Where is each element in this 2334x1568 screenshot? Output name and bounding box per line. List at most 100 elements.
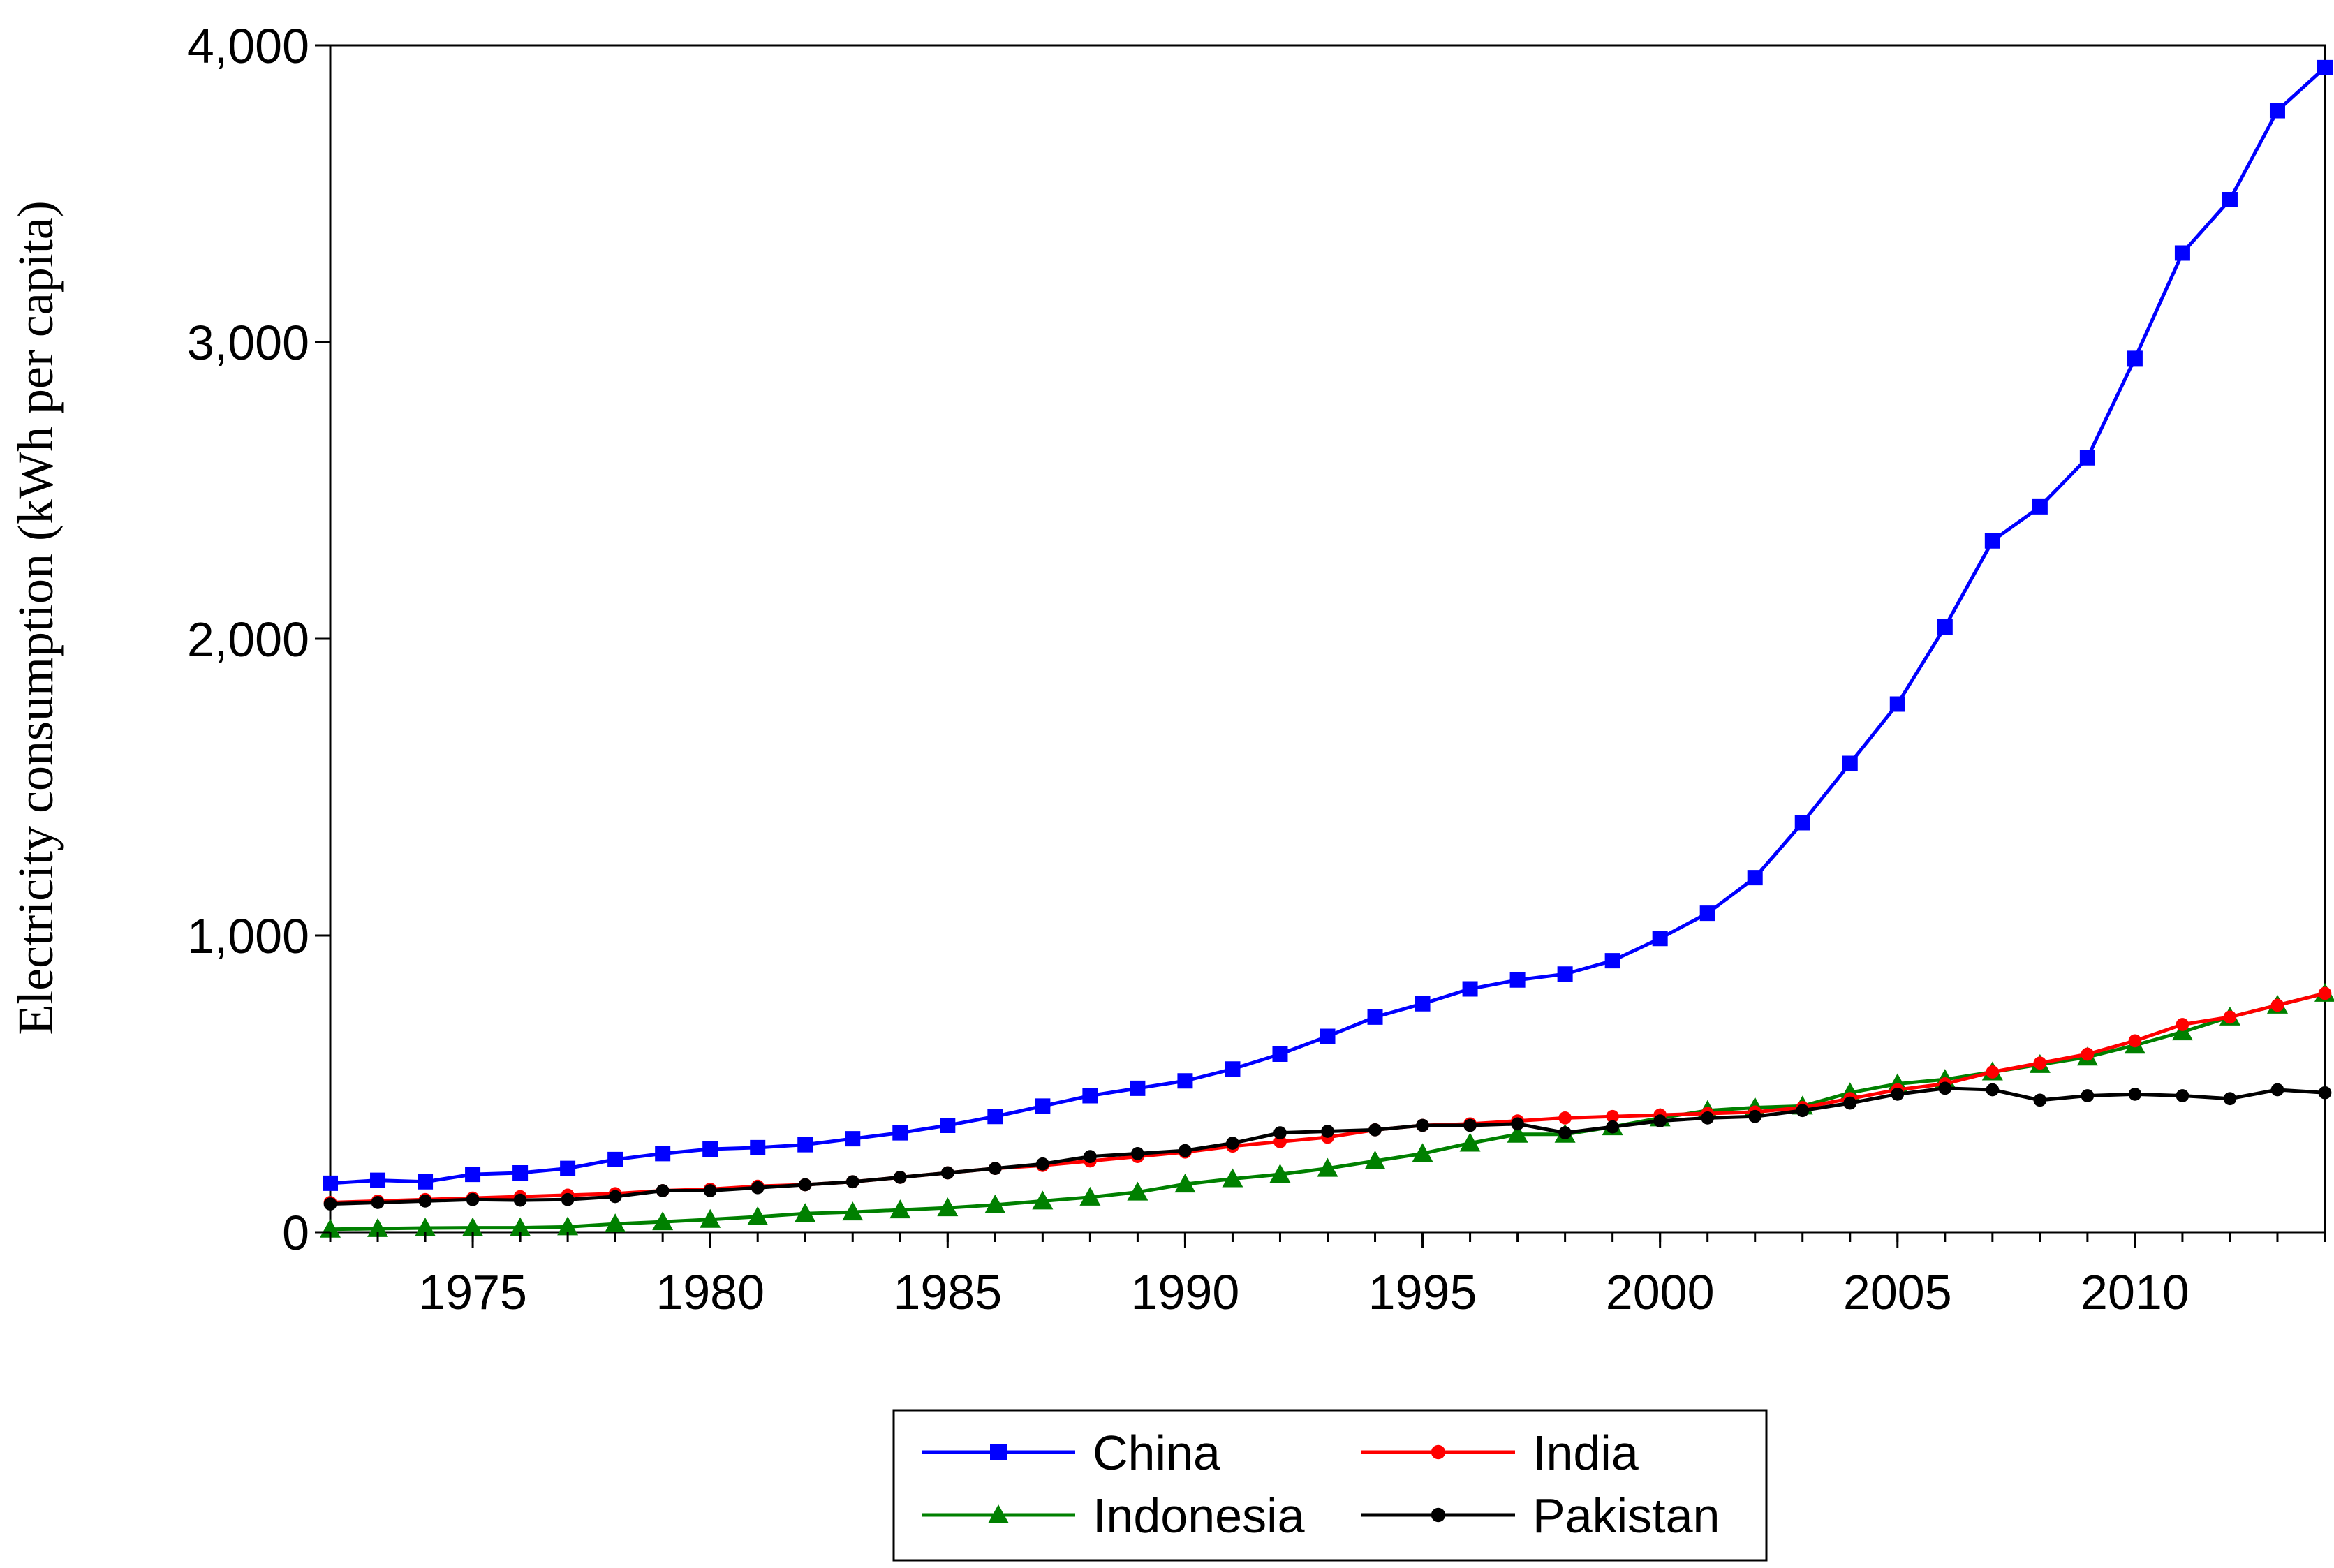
data-point-pakistan bbox=[2318, 1086, 2332, 1100]
data-point-china bbox=[1177, 1073, 1193, 1089]
data-point-pakistan bbox=[940, 1166, 954, 1180]
data-point-china bbox=[892, 1125, 908, 1141]
data-point-pakistan bbox=[1796, 1104, 1810, 1118]
data-point-pakistan bbox=[323, 1197, 337, 1211]
data-point-china bbox=[1130, 1080, 1146, 1096]
legend-label-pakistan: Pakistan bbox=[1532, 1488, 1720, 1543]
data-point-indonesia bbox=[1412, 1143, 1433, 1162]
data-point-indonesia bbox=[1174, 1174, 1196, 1193]
data-point-china bbox=[1035, 1098, 1051, 1114]
data-point-indonesia bbox=[937, 1197, 959, 1217]
data-point-india bbox=[2223, 1010, 2237, 1024]
data-point-pakistan bbox=[1084, 1150, 1097, 1163]
data-point-pakistan bbox=[371, 1196, 385, 1209]
data-point-china bbox=[512, 1165, 529, 1181]
data-point-pakistan bbox=[1748, 1109, 1762, 1123]
x-axis: 1975 1980 1985 1990 1995 2000 2005 2010 bbox=[329, 1232, 2326, 1319]
data-point-indonesia bbox=[747, 1206, 769, 1225]
data-point-india bbox=[2128, 1034, 2142, 1048]
data-point-china bbox=[1652, 931, 1668, 947]
x-tick-label: 1985 bbox=[893, 1265, 1002, 1319]
data-point-pakistan bbox=[1321, 1125, 1334, 1138]
data-point-china bbox=[1462, 981, 1478, 997]
legend-label-india: India bbox=[1532, 1426, 1639, 1480]
data-point-pakistan bbox=[1701, 1111, 1715, 1125]
data-point-pakistan bbox=[1843, 1096, 1857, 1110]
data-point-pakistan bbox=[1511, 1117, 1524, 1131]
data-point-pakistan bbox=[1131, 1147, 1144, 1160]
legend-marker-pakistan bbox=[1431, 1507, 1446, 1523]
data-point-pakistan bbox=[1416, 1118, 1429, 1132]
data-point-china bbox=[1415, 996, 1431, 1012]
x-tick-label: 1980 bbox=[656, 1265, 765, 1319]
data-point-indonesia bbox=[367, 1218, 389, 1237]
data-point-china bbox=[1747, 870, 1763, 886]
data-point-pakistan bbox=[1891, 1088, 1905, 1101]
data-point-china bbox=[2317, 59, 2333, 75]
series-layer bbox=[320, 59, 2334, 1238]
data-point-pakistan bbox=[513, 1193, 527, 1207]
data-point-indonesia bbox=[652, 1211, 674, 1231]
legend-label-china: China bbox=[1093, 1426, 1220, 1480]
data-point-indonesia bbox=[889, 1199, 911, 1219]
data-point-india bbox=[1986, 1065, 2000, 1079]
legend-item-china: China bbox=[922, 1426, 1220, 1480]
data-point-china bbox=[1937, 619, 1953, 635]
data-point-indonesia bbox=[415, 1218, 436, 1237]
legend-item-india: India bbox=[1361, 1426, 1639, 1480]
series-pakistan bbox=[323, 1081, 2332, 1211]
data-point-china bbox=[1604, 953, 1620, 969]
data-point-pakistan bbox=[2270, 1083, 2284, 1097]
data-point-china bbox=[560, 1160, 576, 1176]
data-point-indonesia bbox=[1079, 1186, 1101, 1206]
data-point-indonesia bbox=[557, 1216, 579, 1236]
data-point-india bbox=[2270, 998, 2284, 1012]
x-tick-label: 1990 bbox=[1131, 1265, 1240, 1319]
y-tick-label: 2,000 bbox=[187, 612, 309, 667]
data-point-pakistan bbox=[1226, 1137, 1239, 1150]
x-tick-label: 2010 bbox=[2081, 1265, 2189, 1319]
data-point-china bbox=[1984, 533, 2000, 549]
data-point-indonesia bbox=[605, 1213, 626, 1233]
legend-label-indonesia: Indonesia bbox=[1093, 1488, 1305, 1543]
legend: China India Indonesia Pakistan bbox=[892, 1409, 1768, 1562]
data-point-indonesia bbox=[1222, 1168, 1243, 1188]
plot-frame bbox=[329, 44, 2326, 1234]
data-point-pakistan bbox=[561, 1192, 575, 1206]
data-point-pakistan bbox=[2128, 1088, 2142, 1101]
data-point-china bbox=[1509, 972, 1526, 988]
data-point-pakistan bbox=[1179, 1144, 1192, 1157]
data-point-china bbox=[2174, 245, 2190, 261]
data-point-china bbox=[1699, 905, 1715, 922]
data-point-pakistan bbox=[1986, 1083, 2000, 1097]
data-point-china bbox=[1367, 1009, 1383, 1025]
data-point-china bbox=[2032, 498, 2048, 515]
data-point-china bbox=[1272, 1046, 1288, 1062]
data-point-indonesia bbox=[1032, 1190, 1054, 1210]
data-point-china bbox=[1842, 755, 1858, 771]
data-point-china bbox=[1794, 815, 1810, 831]
data-point-pakistan bbox=[798, 1178, 812, 1192]
y-tick-label: 3,000 bbox=[187, 316, 309, 370]
y-axis-label: Electricity consumption (kWh per capita) bbox=[8, 200, 64, 1035]
data-point-china bbox=[323, 1175, 338, 1191]
data-point-pakistan bbox=[608, 1190, 622, 1204]
data-point-indonesia bbox=[700, 1208, 721, 1228]
data-point-indonesia bbox=[1127, 1181, 1148, 1201]
data-point-china bbox=[845, 1131, 861, 1147]
y-tick-label: 1,000 bbox=[187, 909, 309, 963]
data-point-indonesia bbox=[510, 1217, 531, 1236]
data-point-pakistan bbox=[703, 1184, 717, 1197]
plot-area bbox=[329, 44, 2326, 1234]
data-point-china bbox=[607, 1151, 623, 1167]
data-point-india bbox=[2033, 1056, 2047, 1070]
data-point-pakistan bbox=[656, 1184, 670, 1197]
data-point-pakistan bbox=[2033, 1093, 2047, 1107]
data-point-china bbox=[2269, 103, 2285, 119]
data-point-pakistan bbox=[1273, 1126, 1287, 1139]
data-point-pakistan bbox=[1036, 1157, 1049, 1171]
data-point-indonesia bbox=[795, 1203, 816, 1222]
legend-item-pakistan: Pakistan bbox=[1361, 1488, 1720, 1543]
data-point-china bbox=[1082, 1088, 1098, 1104]
